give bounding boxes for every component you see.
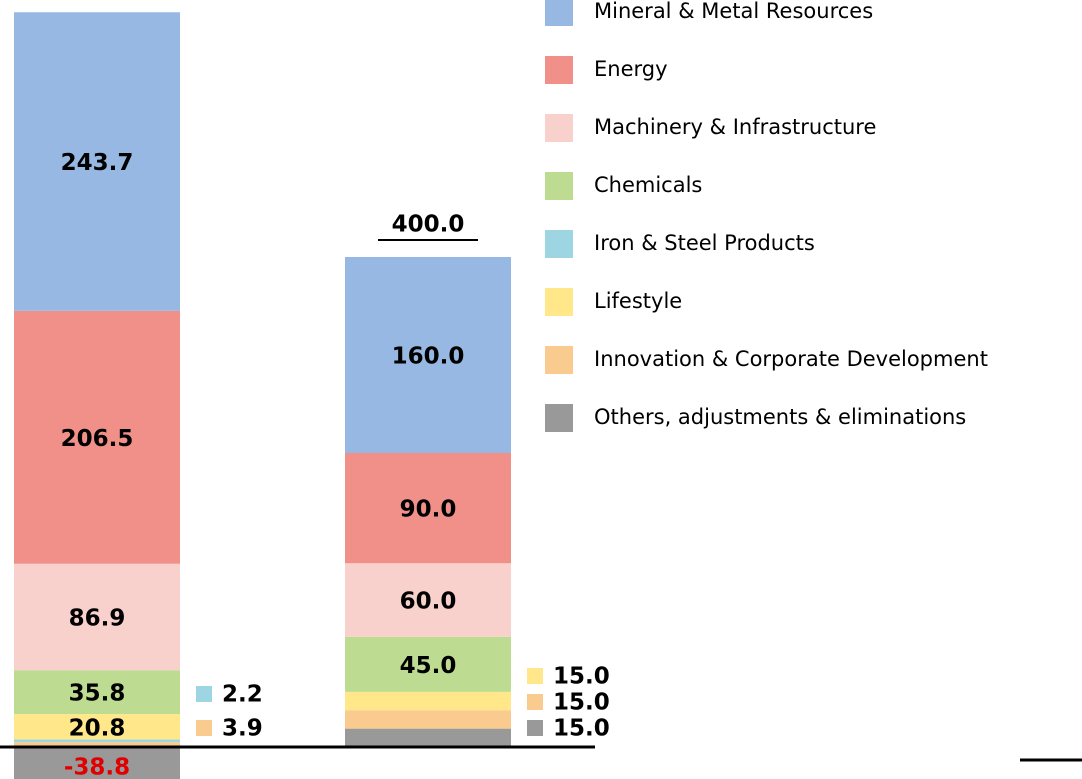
bar-segment xyxy=(345,453,511,564)
bar-segment xyxy=(14,310,180,564)
legend-swatch xyxy=(545,230,573,258)
bar-segment xyxy=(14,563,180,671)
value-label: 2.2 xyxy=(222,682,263,708)
legend-swatch xyxy=(545,0,573,26)
bar-segment xyxy=(14,670,180,715)
legend-label: Others, adjustments & eliminations xyxy=(594,405,966,429)
value-label: 86.9 xyxy=(69,605,126,631)
side-swatch xyxy=(196,720,212,736)
value-label: 90.0 xyxy=(400,497,457,523)
legend-label: Energy xyxy=(594,57,668,81)
value-label: 15.0 xyxy=(553,664,610,690)
bar-segment xyxy=(345,691,511,711)
value-label: 15.0 xyxy=(553,690,610,716)
legend-label: Iron & Steel Products xyxy=(594,231,815,255)
bar-segment xyxy=(345,257,511,453)
bar-segment xyxy=(14,12,180,311)
total-label: 400.0 xyxy=(392,212,465,238)
legend-swatch xyxy=(545,346,573,374)
bar-segment xyxy=(14,739,180,743)
value-label: -38.8 xyxy=(64,755,130,779)
value-label: 15.0 xyxy=(553,716,610,742)
value-label: 35.8 xyxy=(69,681,126,707)
legend-swatch xyxy=(545,288,573,316)
bar-segment xyxy=(14,714,180,740)
side-swatch xyxy=(527,720,543,736)
side-swatch xyxy=(527,694,543,710)
value-label: 243.7 xyxy=(61,150,134,176)
bar-segment xyxy=(345,728,511,747)
value-label: 20.8 xyxy=(69,715,126,741)
legend-swatch xyxy=(545,172,573,200)
value-label: 206.5 xyxy=(61,426,134,452)
value-label: 3.9 xyxy=(222,716,263,742)
legend-label: Machinery & Infrastructure xyxy=(594,115,876,139)
legend-label: Innovation & Corporate Development xyxy=(594,347,988,371)
legend-label: Chemicals xyxy=(594,173,702,197)
legend-label: Mineral & Metal Resources xyxy=(594,0,873,23)
legend-label: Lifestyle xyxy=(594,289,682,313)
bar-segment xyxy=(345,636,511,692)
side-swatch xyxy=(527,668,543,684)
bar-segment xyxy=(14,742,180,747)
side-swatch xyxy=(196,686,212,702)
legend-swatch xyxy=(545,404,573,432)
bar-segment xyxy=(345,710,511,729)
bar-segment xyxy=(345,563,511,637)
value-label: 45.0 xyxy=(400,653,457,679)
value-label: 60.0 xyxy=(400,589,457,615)
bar-segment xyxy=(14,747,180,779)
legend-swatch xyxy=(545,114,573,142)
value-label: 160.0 xyxy=(392,344,465,370)
legend-swatch xyxy=(545,56,573,84)
